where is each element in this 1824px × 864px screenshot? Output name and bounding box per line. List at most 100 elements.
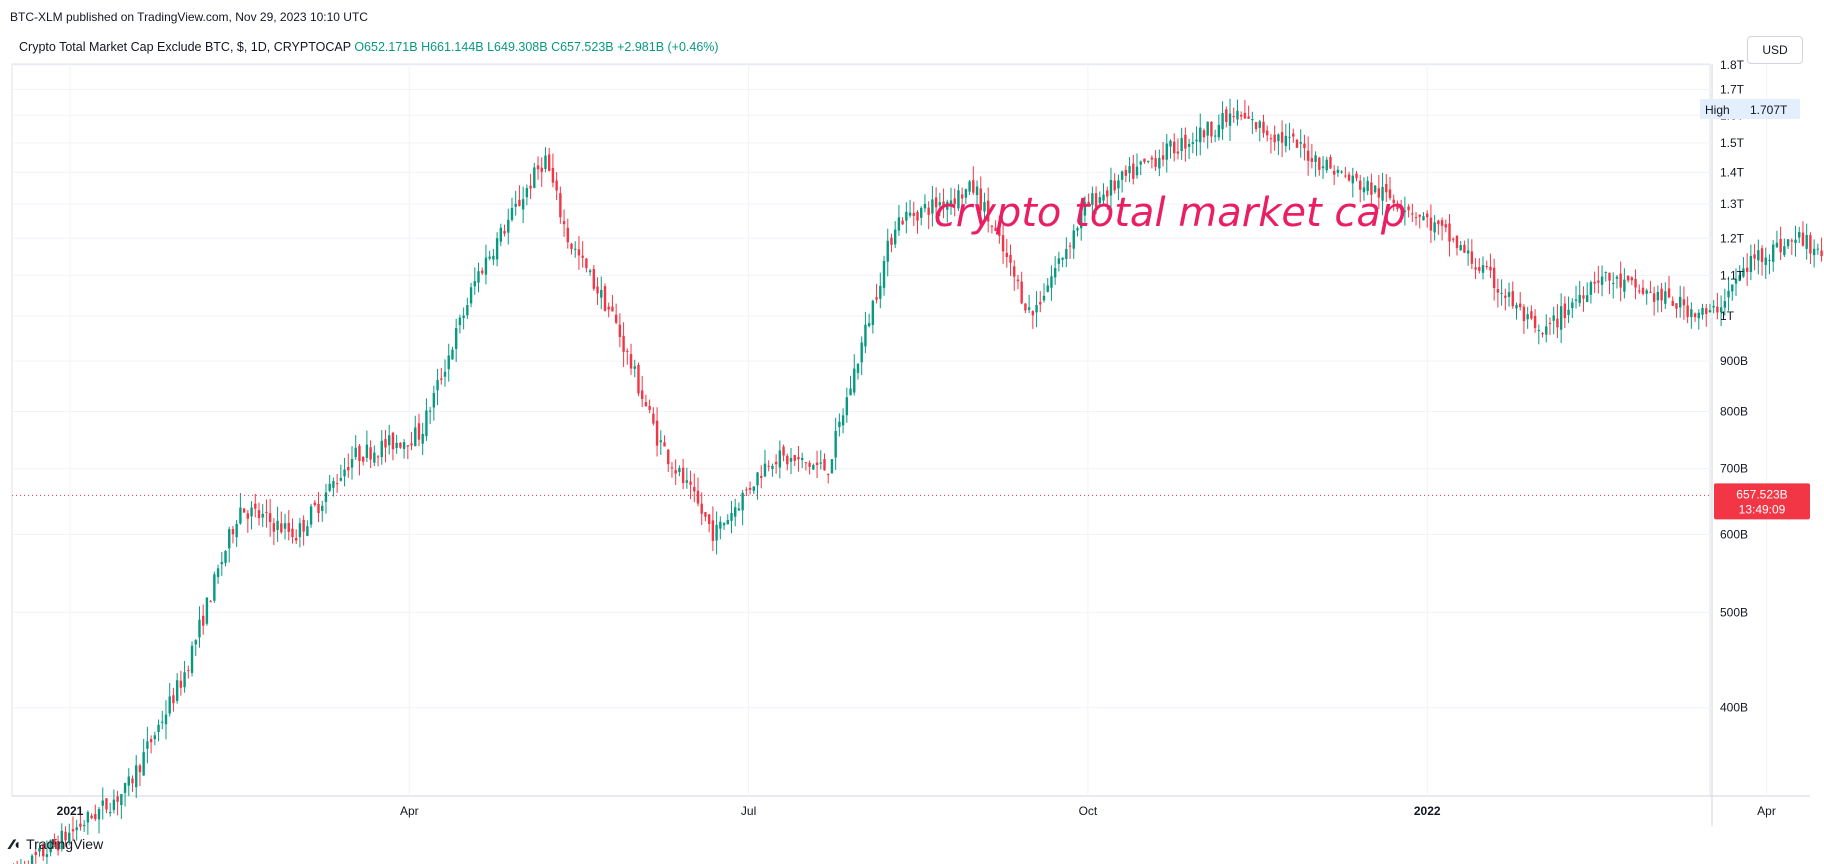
candle-body — [108, 811, 112, 814]
candle-body — [942, 201, 945, 208]
published-caption: BTC-XLM published on TradingView.com, No… — [10, 10, 368, 24]
candle-body — [916, 212, 919, 221]
candle-body — [135, 765, 138, 788]
candle-body — [1373, 185, 1377, 193]
candle-body — [618, 324, 622, 337]
candle-body — [142, 752, 145, 776]
candle-body — [1013, 266, 1016, 277]
candle-body — [879, 285, 882, 299]
ohlc-low: L649.308B — [487, 40, 548, 54]
candle-body — [414, 427, 417, 447]
candle-body — [1790, 240, 1793, 242]
candle-body — [521, 199, 525, 210]
candle-body — [1701, 307, 1704, 315]
candle-body — [224, 550, 227, 563]
candle-body — [547, 154, 551, 171]
candle-body — [425, 410, 428, 437]
candle-body — [1146, 160, 1150, 162]
candle-body — [492, 255, 495, 260]
candle-body — [1530, 311, 1533, 319]
candle-body — [510, 207, 514, 220]
candle-body — [938, 202, 942, 206]
currency-selector[interactable]: USD — [1747, 36, 1803, 64]
candle-body — [1459, 245, 1462, 251]
candle-body — [626, 350, 629, 352]
candle-body — [1329, 157, 1332, 169]
candle-body — [112, 799, 116, 810]
footer-brand[interactable]: ⁄∕◖ TradingView — [10, 836, 103, 852]
candle-body — [45, 854, 49, 857]
candle-body — [1068, 245, 1072, 247]
candle-body — [1422, 216, 1425, 221]
candle-body — [1403, 210, 1407, 212]
candle-body — [1571, 302, 1574, 309]
candle-body — [629, 354, 633, 369]
candle-body — [1247, 116, 1250, 119]
candle-body — [949, 200, 953, 205]
candle-body — [827, 473, 830, 475]
plot-frame — [11, 63, 1711, 797]
candle-body — [298, 523, 302, 538]
candle-body — [1652, 293, 1656, 302]
candle-body — [912, 213, 915, 216]
candle-body — [1288, 136, 1291, 138]
candle-body — [860, 342, 863, 363]
candle-body — [213, 574, 216, 601]
candle-body — [1385, 184, 1388, 193]
candle-body — [1210, 121, 1213, 137]
candle-body — [715, 524, 718, 541]
candle-body — [1470, 251, 1474, 264]
candle-body — [1686, 305, 1689, 317]
candle-body — [886, 240, 889, 262]
candle-body — [321, 505, 324, 511]
candle-body — [235, 523, 238, 538]
candle-body — [1225, 109, 1228, 122]
candle-body — [120, 794, 123, 806]
candle-body — [1705, 308, 1708, 314]
candle-body — [250, 507, 253, 517]
candle-body — [1377, 188, 1381, 198]
candle-body — [242, 508, 246, 513]
candle-body — [332, 481, 335, 488]
candle-body — [667, 449, 670, 465]
candle-body — [849, 388, 852, 396]
candle-body — [1344, 175, 1347, 177]
candle-body — [90, 815, 93, 819]
candle-body — [960, 194, 964, 199]
candle-body — [1805, 234, 1808, 249]
candle-body — [1567, 309, 1570, 315]
candle-body — [1812, 248, 1816, 256]
candle-body — [1143, 158, 1146, 162]
candle-body — [295, 537, 298, 541]
y-tick-label: 1T — [1720, 309, 1735, 323]
candle-body — [614, 314, 618, 323]
candle-body — [168, 696, 171, 714]
candle-body — [246, 513, 250, 519]
candle-body — [1775, 242, 1779, 248]
candle-body — [856, 363, 860, 373]
candle-body — [1195, 139, 1198, 142]
high-marker-label: High — [1705, 103, 1730, 117]
footer-brand-label: TradingView — [26, 836, 104, 852]
candle-body — [443, 371, 447, 377]
y-tick-label: 1.3T — [1720, 197, 1745, 211]
candle-body — [1098, 197, 1102, 204]
candle-body — [570, 243, 573, 249]
candle-body — [1675, 303, 1678, 309]
candle-body — [1615, 276, 1619, 279]
candle-body — [1154, 158, 1157, 167]
candle-body — [116, 796, 119, 802]
candle-body — [1191, 142, 1195, 144]
candle-body — [1359, 180, 1362, 190]
ohlc-change: +2.981B (+0.46%) — [617, 40, 719, 54]
candle-body — [730, 512, 733, 521]
candle-body — [767, 465, 770, 467]
symbol-name[interactable]: Crypto Total Market Cap Exclude BTC, $, … — [19, 40, 351, 54]
candle-body — [1545, 326, 1548, 335]
candle-body — [94, 813, 97, 820]
ohlc-high: H661.144B — [421, 40, 484, 54]
candle-body — [1496, 289, 1500, 293]
candle-body — [897, 217, 901, 231]
candle-body — [1243, 112, 1247, 119]
